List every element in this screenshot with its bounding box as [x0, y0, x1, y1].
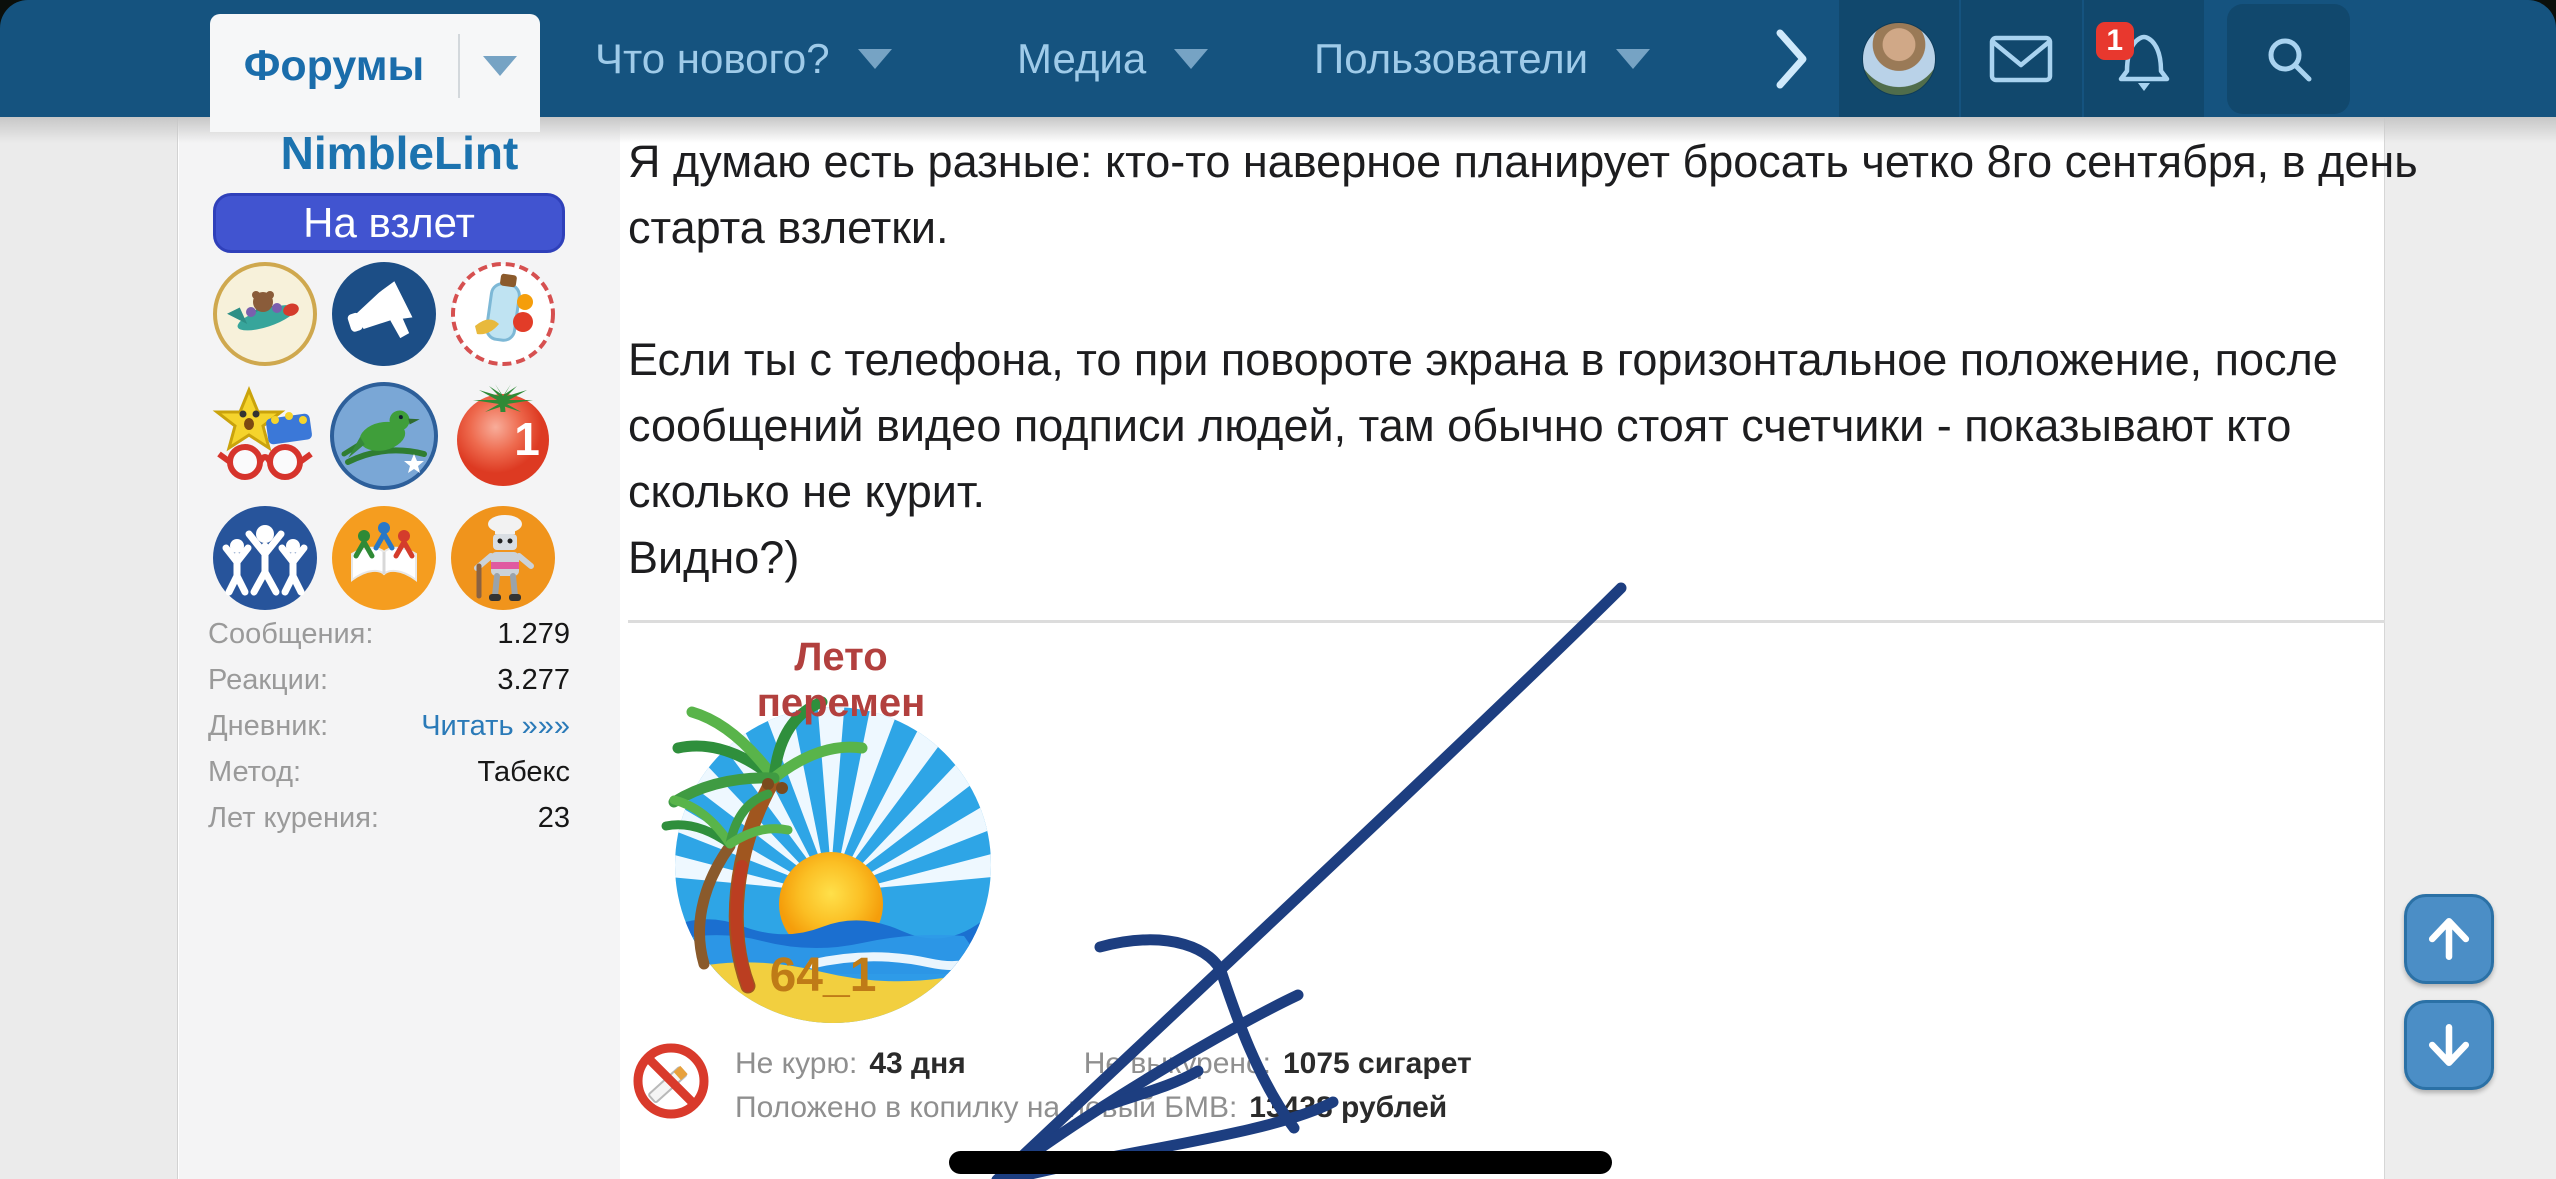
emblem-number: 64_1: [769, 949, 877, 1002]
nav-item-label: Медиа: [1017, 34, 1147, 82]
alerts-button[interactable]: 1: [2081, 0, 2204, 117]
stat-label: Реакции:: [208, 664, 329, 696]
post-paragraph: Видно?): [628, 532, 800, 583]
caret-down-icon: [1174, 48, 1209, 69]
navbar-user-panel: 1: [1839, 0, 2204, 117]
nav-overflow-button[interactable]: [1775, 0, 1809, 117]
stat-method: Метод: Табекс: [208, 756, 570, 802]
stat-reactions: Реакции: 3.277: [208, 664, 570, 710]
inbox-button[interactable]: [1959, 0, 2081, 117]
not-smoked-value: 1075 сигарет: [1282, 1047, 1472, 1080]
smoke-free-value: 43 дня: [869, 1047, 966, 1080]
signature-emblem-image: Лето перемен 64_1: [630, 632, 1022, 1034]
author-stats: Сообщения: 1.279 Реакции: 3.277 Дневник:…: [208, 618, 570, 848]
open-book-badge[interactable]: [330, 504, 438, 612]
tomato-badge-number: 1: [514, 413, 540, 465]
page-left-gutter: [0, 117, 178, 1179]
signature-counters: Не курю: 43 дня Не выкурено: 1075 сигаре…: [735, 1042, 1472, 1130]
piggy-value: 13438 рублей: [1249, 1091, 1448, 1124]
stat-value: 23: [537, 802, 570, 834]
user-avatar: [1862, 21, 1937, 96]
rocket-bottle-badge[interactable]: [449, 260, 557, 368]
stat-label: Лет курения:: [208, 802, 379, 834]
scroll-to-top-button[interactable]: [2404, 894, 2494, 984]
toy-airplane-badge[interactable]: [211, 260, 319, 368]
caret-down-icon: [1616, 48, 1651, 69]
not-smoked-label: Не выкурено:: [1083, 1047, 1271, 1080]
chevron-right-icon: [1776, 29, 1807, 88]
emblem-title-line1: Лето: [794, 635, 888, 679]
scroll-to-bottom-button[interactable]: [2404, 1000, 2494, 1090]
search-icon: [2268, 38, 2311, 82]
arrow-down-icon: [2428, 1024, 2470, 1066]
nav-item-media[interactable]: Медиа: [1017, 0, 1209, 117]
tab-forums[interactable]: Форумы: [210, 14, 540, 132]
alerts-count-badge: 1: [2095, 22, 2134, 60]
author-badges: 1: [211, 260, 567, 612]
post-paragraph: Я думаю есть разные: кто-то наверное пла…: [628, 136, 2418, 253]
post-body: Я думаю есть разные: кто-то наверное пла…: [628, 129, 2418, 591]
nav-item-label: Пользователи: [1314, 34, 1589, 82]
arrow-up-icon: [2428, 918, 2470, 960]
stat-value: 1.279: [497, 618, 570, 650]
smoke-free-label: Не курю:: [735, 1047, 858, 1080]
counter-row-2: Положено в копилку на новый БМВ: 13438 р…: [735, 1086, 1472, 1130]
signature-divider: [628, 620, 2385, 623]
account-menu-button[interactable]: [1839, 0, 1959, 117]
megaphone-badge[interactable]: [330, 260, 438, 368]
stat-messages: Сообщения: 1.279: [208, 618, 570, 664]
piggy-label: Положено в копилку на новый БМВ:: [735, 1091, 1238, 1124]
counter-row-1: Не курю: 43 дня Не выкурено: 1075 сигаре…: [735, 1042, 1472, 1086]
stat-value: Табекс: [477, 756, 570, 788]
home-indicator: [949, 1151, 1612, 1174]
tab-forums-label: Форумы: [243, 41, 425, 90]
caret-down-icon: [483, 56, 517, 76]
nav-item-whats-new[interactable]: Что нового?: [595, 0, 892, 117]
emblem-title-line2: перемен: [756, 681, 926, 725]
emblem-title: Лето перемен: [660, 634, 1022, 726]
stat-value: 3.277: [497, 664, 570, 696]
stat-label: Сообщения:: [208, 618, 374, 650]
author-username[interactable]: NimbleLint: [280, 127, 519, 179]
tab-divider: [458, 34, 460, 98]
forums-dropdown-toggle[interactable]: [460, 56, 540, 76]
author-banner[interactable]: На взлет: [213, 193, 565, 253]
tomato-badge[interactable]: 1: [449, 382, 557, 490]
stat-label: Дневник:: [208, 710, 329, 742]
family-badge[interactable]: [211, 504, 319, 612]
no-smoking-icon: [632, 1042, 710, 1120]
mail-icon: [1990, 35, 2053, 82]
green-bird-badge[interactable]: [330, 382, 438, 490]
star-glasses-badge[interactable]: [211, 382, 319, 490]
stat-label: Метод:: [208, 756, 302, 788]
diary-read-link[interactable]: Читать »»»: [421, 710, 570, 742]
search-button[interactable]: [2227, 4, 2350, 114]
stat-smoking-years: Лет курения: 23: [208, 802, 570, 848]
nav-item-label: Что нового?: [595, 34, 830, 82]
robot-chef-badge[interactable]: [449, 504, 557, 612]
stat-diary: Дневник: Читать »»»: [208, 710, 570, 756]
nav-item-users[interactable]: Пользователи: [1314, 0, 1651, 117]
post-paragraph: Если ты с телефона, то при повороте экра…: [628, 334, 2338, 517]
caret-down-icon: [857, 48, 892, 69]
